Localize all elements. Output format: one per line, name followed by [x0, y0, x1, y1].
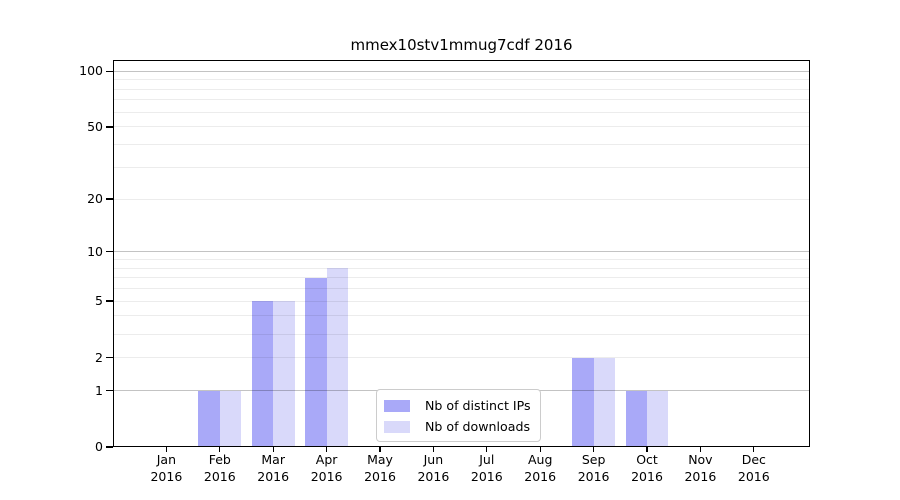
y-tick-100: [106, 70, 113, 72]
month-label: Sep: [581, 452, 606, 467]
month-label: Apr: [315, 452, 338, 467]
y-tick-label-100: 100: [79, 63, 103, 79]
year-label: 2016: [631, 468, 663, 484]
bar-nb-of-distinct-ips-apr: [305, 277, 327, 447]
month-label: Mar: [261, 452, 285, 467]
x-tick-oct: [646, 447, 648, 452]
year-label: 2016: [203, 468, 236, 484]
y-tick-10: [106, 251, 113, 253]
x-tick-jul: [486, 447, 488, 452]
x-tick-jun: [432, 447, 435, 452]
year-label: 2016: [364, 468, 396, 484]
x-tick-label-oct: Oct 2016: [615, 452, 679, 485]
x-tick-sep: [592, 447, 595, 452]
month-label: Jan: [156, 452, 177, 467]
y-tick-50: [106, 126, 113, 128]
x-tick-dec: [753, 447, 755, 452]
y-tick-label-0: 0: [95, 439, 103, 454]
x-tick-label-jan: Jan 2016: [134, 452, 198, 485]
year-label: 2016: [524, 468, 557, 484]
month-label: Feb: [208, 452, 231, 467]
x-tick-apr: [325, 447, 328, 452]
x-tick-label-mar: Mar 2016: [241, 452, 305, 485]
x-tick-label-nov: Nov 2016: [668, 452, 732, 485]
month-label: Jun: [423, 452, 444, 467]
y-tick-label-1: 1: [95, 382, 103, 398]
month-label: Oct: [636, 452, 658, 467]
x-tick-label-apr: Apr 2016: [295, 452, 359, 485]
year-label: 2016: [577, 468, 610, 484]
plot-area: Nb of distinct IPs Nb of downloads: [113, 60, 810, 447]
x-tick-feb: [219, 447, 221, 452]
bar-nb-of-distinct-ips-oct: [625, 390, 647, 447]
y-tick-label-10: 10: [87, 243, 103, 259]
month-label: Jul: [479, 452, 495, 467]
x-tick-nov: [699, 447, 702, 452]
y-tick-5: [106, 300, 113, 302]
year-label: 2016: [257, 468, 290, 484]
x-tick-label-may: May 2016: [348, 452, 412, 485]
bar-nb-of-downloads-feb: [219, 390, 242, 447]
legend-item: Nb of downloads: [384, 418, 531, 435]
y-tick-0: [106, 446, 113, 448]
x-tick-jan: [165, 447, 168, 452]
bar-nb-of-downloads-oct: [647, 390, 669, 447]
y-tick-2: [106, 356, 113, 359]
x-tick-label-aug: Aug 2016: [508, 452, 572, 485]
x-tick-label-jun: Jun 2016: [401, 452, 465, 485]
x-tick-label-sep: Sep 2016: [562, 452, 626, 485]
year-label: 2016: [684, 468, 717, 484]
legend-label: Nb of downloads: [425, 419, 531, 434]
legend: Nb of distinct IPs Nb of downloads: [376, 389, 541, 442]
year-label: 2016: [150, 468, 183, 484]
y-tick-label-2: 2: [95, 349, 103, 365]
legend-label: Nb of distinct IPs: [425, 398, 531, 413]
x-tick-may: [379, 447, 381, 452]
month-label: May: [367, 452, 393, 467]
x-tick-label-dec: Dec 2016: [722, 452, 786, 485]
bar-nb-of-distinct-ips-sep: [572, 357, 594, 447]
legend-item: Nb of distinct IPs: [384, 397, 531, 414]
year-label: 2016: [417, 468, 450, 484]
y-tick-label-5: 5: [95, 293, 103, 309]
bar-nb-of-downloads-sep: [593, 357, 615, 447]
y-tick-1: [106, 389, 113, 392]
bar-nb-of-downloads-apr: [326, 268, 348, 447]
x-tick-mar: [272, 447, 274, 452]
x-tick-aug: [539, 447, 541, 452]
bar-nb-of-distinct-ips-mar: [251, 301, 274, 447]
bars-layer: [113, 60, 810, 447]
month-label: Aug: [527, 452, 553, 467]
legend-swatch: [384, 420, 410, 433]
y-tick-label-50: 50: [87, 118, 103, 134]
y-tick-label-20: 20: [87, 191, 103, 207]
month-label: Nov: [688, 452, 713, 467]
x-tick-label-jul: Jul 2016: [455, 452, 519, 485]
legend-swatch: [384, 399, 410, 412]
chart-title: mmex10stv1mmug7cdf 2016: [350, 36, 573, 54]
x-tick-label-feb: Feb 2016: [188, 452, 252, 485]
bar-nb-of-downloads-mar: [273, 301, 295, 447]
year-label: 2016: [470, 468, 503, 484]
year-label: 2016: [737, 468, 770, 484]
month-label: Dec: [741, 452, 766, 467]
y-tick-20: [106, 198, 113, 200]
bar-nb-of-distinct-ips-feb: [198, 390, 220, 447]
year-label: 2016: [310, 468, 343, 484]
